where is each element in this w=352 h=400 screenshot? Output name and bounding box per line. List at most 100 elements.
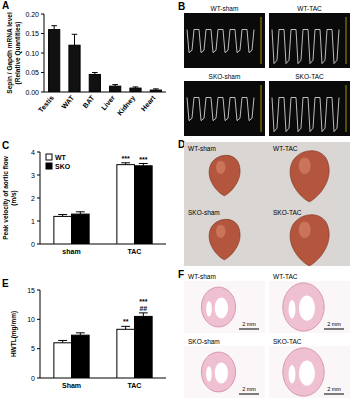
scale-bar-label: 2 mm: [242, 321, 256, 327]
histology-cavity: [215, 298, 228, 319]
bar: [49, 30, 60, 92]
histology-section: [283, 348, 324, 396]
image-label: SKO-TAC: [273, 338, 302, 345]
scale-bar-label: 2 mm: [327, 321, 341, 327]
image-label: SKO-sham: [188, 338, 220, 345]
scale-bar-label: 2 mm: [242, 386, 256, 392]
annotation: ***: [122, 155, 130, 162]
y-tick: [37, 319, 40, 320]
legend: WTSKO: [46, 154, 71, 170]
chart-panel: E051015HWTL(mg/mm)ShamTAC**##***: [2, 278, 166, 389]
bar: [54, 343, 72, 378]
y-tick-label: 10: [27, 316, 35, 323]
y-tick-label: 0.20: [25, 11, 39, 18]
error-cap: [58, 214, 67, 215]
y-tick: [37, 290, 40, 291]
echo-trace: [187, 98, 254, 121]
image-label: SKO-TAC: [295, 73, 324, 80]
error-bar: [72, 34, 78, 45]
y-axis: [40, 290, 41, 378]
error-cap: [76, 211, 85, 212]
heart-photo: [290, 151, 329, 202]
error-bar: [58, 215, 67, 217]
bar: [150, 90, 161, 92]
error-bar: [121, 326, 130, 329]
error-cap: [58, 340, 67, 341]
y-tick-label: 0.00: [25, 89, 39, 96]
image-label: WT-TAC: [297, 5, 322, 12]
error-cap: [72, 34, 78, 35]
annotation: ***: [139, 298, 147, 305]
y-tick-label: 15: [27, 287, 35, 294]
error-line: [74, 34, 75, 45]
echo-scale: [261, 17, 262, 64]
y-axis-label: (Relative Quantities): [14, 22, 22, 85]
y-tick: [41, 53, 44, 54]
heart-photo: [290, 215, 329, 266]
error-bar: [139, 313, 148, 317]
error-bar: [76, 212, 85, 214]
error-bar: [76, 333, 85, 335]
echo-scale: [346, 85, 347, 132]
error-cap: [121, 326, 130, 327]
error-line: [143, 313, 144, 317]
x-tick-label: TAC: [128, 382, 142, 389]
scale-bar: [239, 329, 259, 330]
bar: [130, 88, 141, 92]
marks: [54, 163, 152, 244]
y-tick-label: 0: [31, 375, 35, 382]
error-bar: [133, 87, 139, 88]
panel-letter: B: [178, 1, 185, 12]
error-bar: [153, 89, 159, 90]
bar: [69, 45, 80, 92]
image-label: SKO-TAC: [273, 209, 302, 216]
bar: [54, 216, 72, 244]
error-bar: [112, 85, 118, 87]
y-tick: [37, 221, 40, 222]
y-tick: [41, 92, 44, 93]
marks: [49, 26, 162, 92]
error-cap: [153, 88, 159, 89]
error-bar: [58, 340, 67, 342]
y-tick-label: 3: [31, 172, 35, 179]
bar: [72, 335, 90, 378]
chart-panel: A0.000.050.100.150.20Sepin / Gapdh mRNA …: [2, 0, 166, 117]
image-panel: FWT-sham2 mmWT-TAC2 mmSKO-sham2 mmSKO-TA…: [178, 269, 350, 398]
histology-cavity: [289, 300, 296, 318]
histology-image: [269, 346, 350, 398]
scale-bar-label: 2 mm: [327, 386, 341, 392]
annotation: ##: [139, 305, 147, 312]
y-tick-label: 0: [31, 241, 35, 248]
chart-panel: C01234Peak velocity of aortic flow(m/s)s…: [2, 140, 166, 255]
error-cap: [121, 162, 130, 163]
y-tick: [37, 244, 40, 245]
x-tick-label: BAT: [81, 94, 96, 110]
y-axis-label: (m/s): [10, 190, 18, 206]
bar: [117, 329, 135, 378]
x-tick-label: Liver: [100, 94, 116, 112]
error-line: [54, 26, 55, 30]
bar: [135, 166, 153, 244]
scale-bar: [239, 394, 259, 395]
histology-cavity: [299, 361, 315, 386]
y-tick: [37, 152, 40, 153]
x-tick-label: Heart: [140, 94, 157, 113]
echo-image: [184, 13, 265, 68]
heart-photo: [209, 219, 240, 259]
echo-scale: [346, 17, 347, 64]
figure: A0.000.050.100.150.20Sepin / Gapdh mRNA …: [0, 0, 352, 400]
panel-letter: C: [2, 140, 9, 151]
y-tick-label: 0.15: [25, 30, 39, 37]
photo-background: [184, 142, 350, 266]
scale-bar: [324, 394, 344, 395]
error-cap: [139, 163, 148, 164]
y-tick: [37, 198, 40, 199]
histology-section: [201, 287, 235, 327]
y-axis-label: Sepin / Gapdh mRNA level: [6, 12, 14, 94]
panel-letter: A: [2, 0, 9, 11]
heart-photo: [209, 155, 240, 195]
y-tick-label: 4: [31, 149, 35, 156]
legend-label: SKO: [55, 163, 71, 170]
echo-trace: [187, 30, 254, 53]
heart-highlight: [299, 221, 311, 238]
